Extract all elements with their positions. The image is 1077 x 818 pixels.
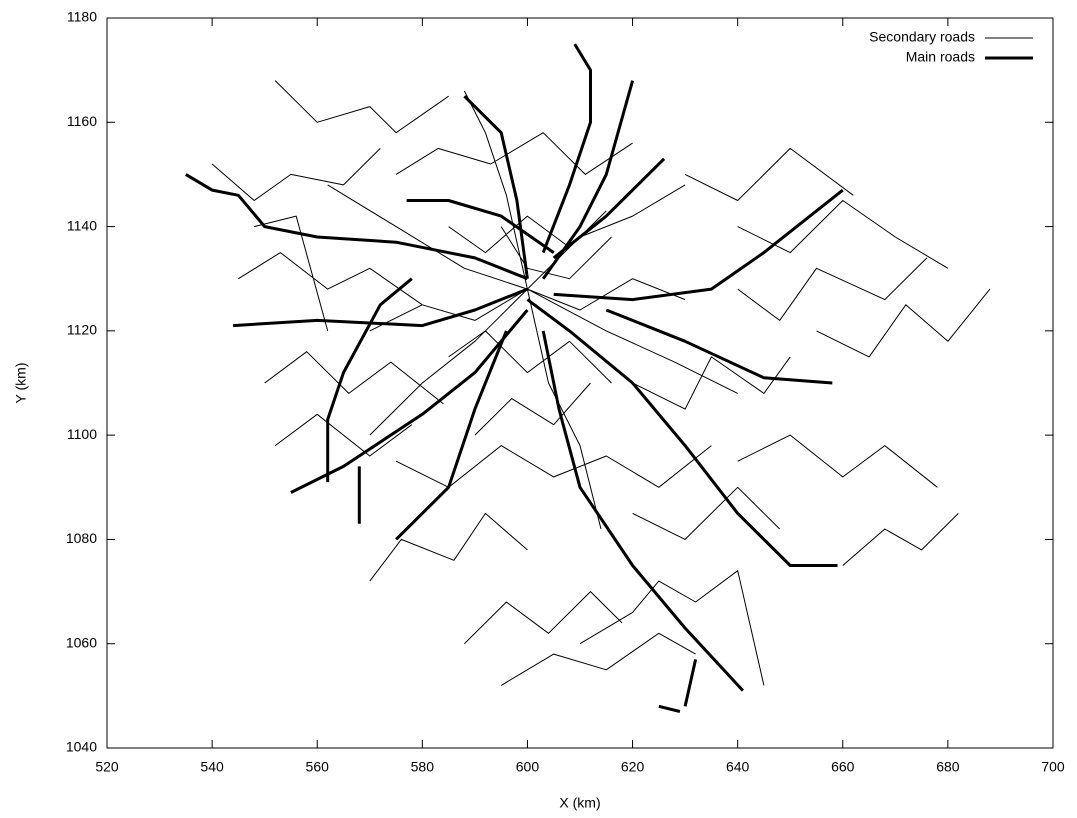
legend-label: Secondary roads [869,29,975,45]
x-tick-label: 660 [831,759,855,775]
x-tick-label: 520 [95,759,119,775]
x-tick-label: 640 [726,759,750,775]
y-tick-label: 1080 [66,530,97,546]
y-tick-label: 1160 [67,113,97,129]
y-axis-title: Y (km) [13,363,29,404]
plot-frame [106,17,1054,749]
y-tick-label: 1120 [67,322,97,338]
x-tick-label: 580 [411,759,435,775]
x-tick-label: 680 [936,759,960,775]
x-tick-label: 540 [200,759,224,775]
x-tick-label: 620 [621,759,645,775]
legend-label: Main roads [906,49,975,65]
x-tick-label: 560 [306,759,330,775]
road-line [185,43,844,713]
x-tick-label: 700 [1041,759,1065,775]
y-tick-label: 1100 [67,426,97,442]
y-tick-label: 1140 [67,217,97,233]
y-tick-label: 1040 [66,739,97,755]
y-tick-label: 1180 [67,9,97,25]
x-tick-label: 600 [516,759,540,775]
x-axis-title: X (km) [559,795,600,811]
road-line [211,80,991,686]
y-tick-label: 1060 [66,634,97,650]
